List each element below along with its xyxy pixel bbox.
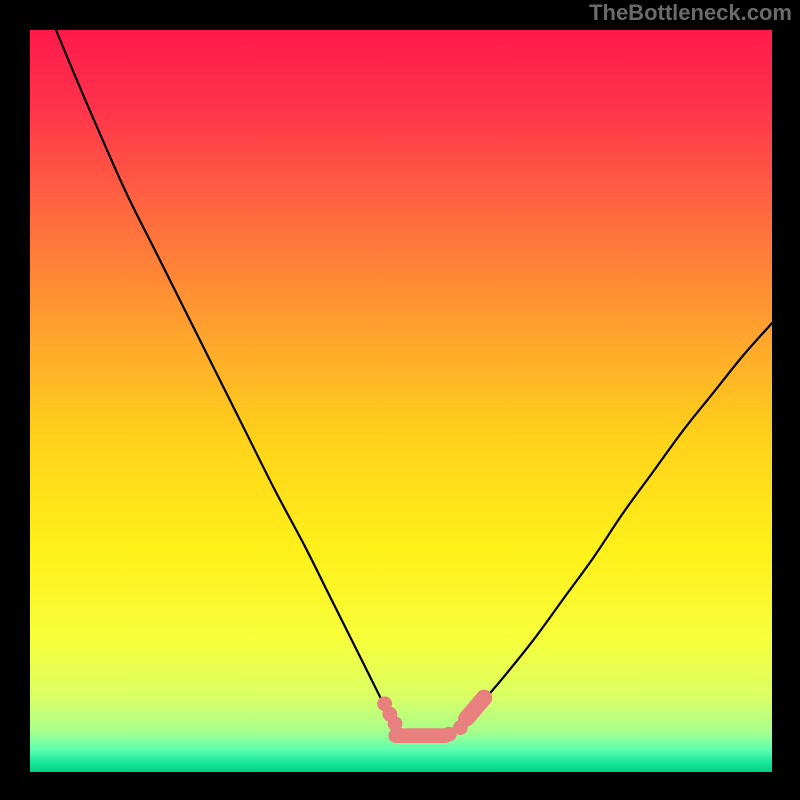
plot-area	[30, 30, 772, 772]
watermark-text: TheBottleneck.com	[589, 0, 792, 26]
chart-frame: TheBottleneck.com	[0, 0, 800, 800]
plot-svg	[30, 30, 772, 772]
gradient-background	[30, 30, 772, 772]
